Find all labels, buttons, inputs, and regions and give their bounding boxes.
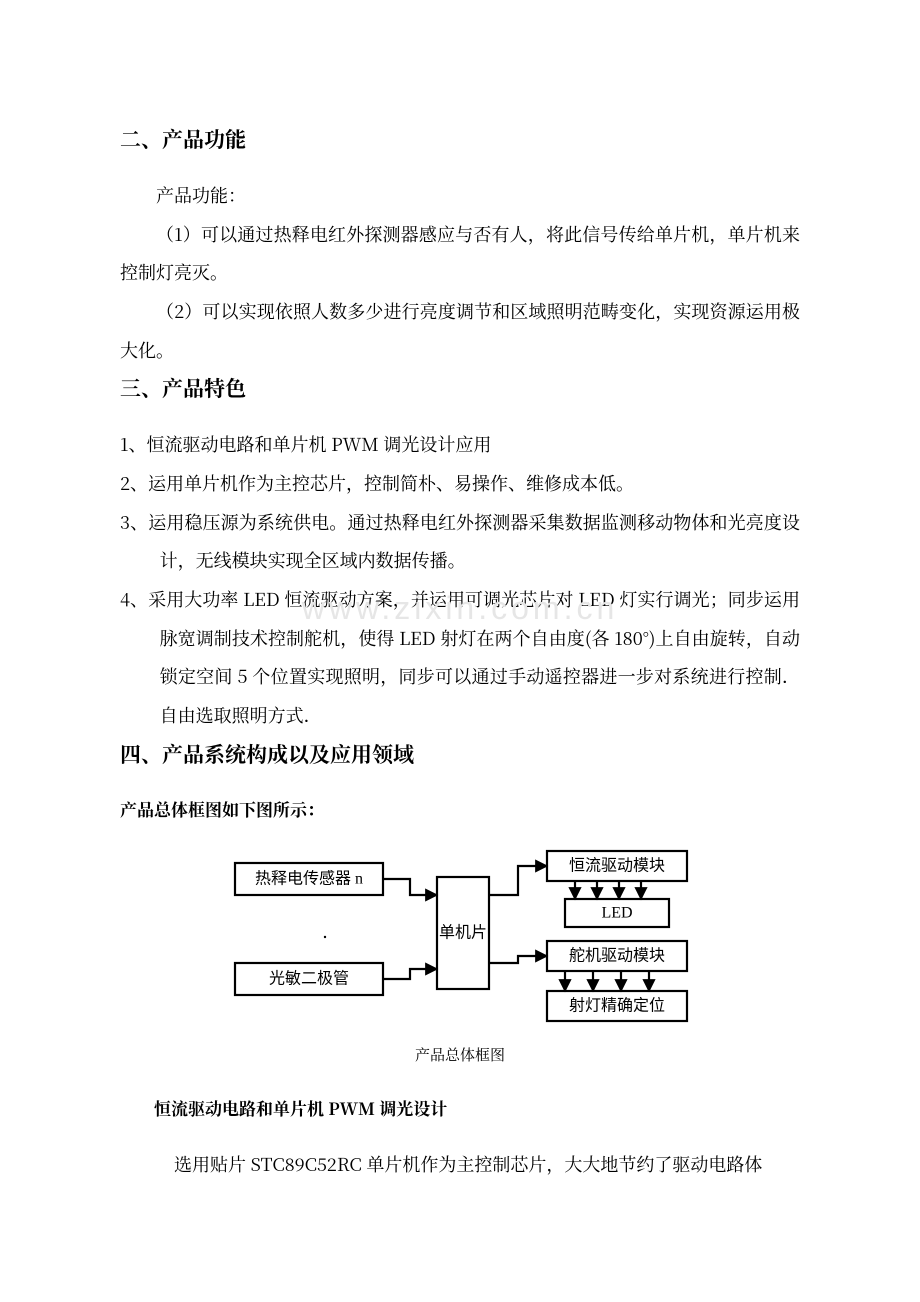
svg-text:射灯精确定位: 射灯精确定位 (569, 997, 665, 1015)
section-4-sub2: 恒流驱动电路和单片机 PWM 调光设计 (120, 1090, 800, 1127)
section-3-item-2: 2、运用单片机作为主控芯片，控制简朴、易操作、维修成本低。 (120, 464, 800, 503)
document-page: www.zixin.com.cn 二、产品功能 产品功能： （1）可以通过热释电… (0, 0, 920, 1302)
block-diagram: 热释电传感器 n 光敏二极管 单机片 恒流驱动模块 LED 舵机驱动模块射灯精确定位 (120, 845, 800, 1035)
section-2-item-1: （1）可以通过热释电红外探测器感应与否有人，将此信号传给单片机，单片机来控制灯亮… (120, 215, 800, 292)
svg-text:单机片: 单机片 (439, 924, 487, 942)
svg-text:光敏二极管: 光敏二极管 (269, 970, 349, 988)
section-4-sub1: 产品总体框图如下图所示： (120, 791, 800, 828)
section-3-item-1: 1、恒流驱动电路和单片机 PWM 调光设计应用 (120, 425, 800, 464)
diagram-caption: 产品总体框图 (120, 1041, 800, 1068)
section-2-intro: 产品功能： (120, 176, 800, 215)
section-4-para: 选用贴片 STC89C52RC 单片机作为主控制芯片，大大地节约了驱动电路体 (120, 1145, 800, 1184)
svg-text:LED: LED (601, 905, 632, 922)
section-3-heading: 三、产品特色 (120, 369, 800, 409)
svg-text:热释电传感器 n: 热释电传感器 n (255, 870, 363, 888)
svg-text:恒流驱动模块: 恒流驱动模块 (569, 857, 665, 875)
block-diagram-svg: 热释电传感器 n 光敏二极管 单机片 恒流驱动模块 LED 舵机驱动模块射灯精确定位 (225, 845, 695, 1035)
section-2-heading: 二、产品功能 (120, 120, 800, 160)
section-4-heading: 四、产品系统构成以及应用领域 (120, 735, 800, 775)
section-3-item-4: 4、采用大功率 LED 恒流驱动方案，并运用可调光芯片对 LED 灯实行调光；同… (120, 580, 800, 735)
section-3-item-3: 3、运用稳压源为系统供电。通过热释电红外探测器采集数据监测移动物体和光亮度设计，… (120, 503, 800, 580)
svg-text:舵机驱动模块: 舵机驱动模块 (569, 947, 665, 965)
section-2-item-2: （2）可以实现依照人数多少进行亮度调节和区域照明范畴变化，实现资源运用极大化。 (120, 292, 800, 369)
